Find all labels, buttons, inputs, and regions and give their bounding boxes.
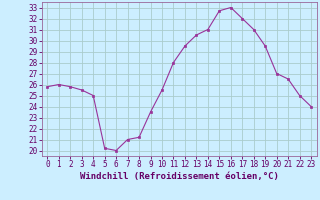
- X-axis label: Windchill (Refroidissement éolien,°C): Windchill (Refroidissement éolien,°C): [80, 172, 279, 181]
